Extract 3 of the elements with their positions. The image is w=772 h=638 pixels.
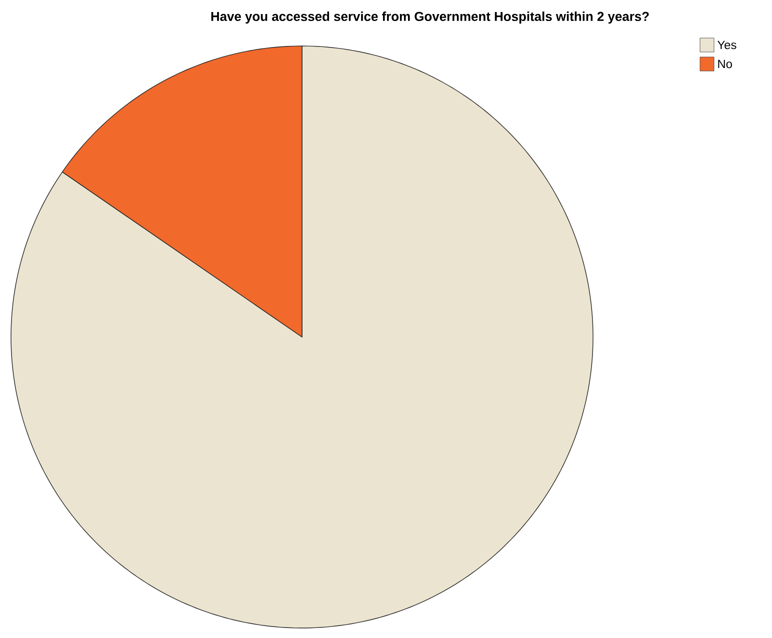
legend-label: No xyxy=(718,60,732,68)
chart-title: Have you accessed service from Government Hospitals within 2 years? xyxy=(211,12,649,24)
legend-label: Yes xyxy=(717,40,736,50)
